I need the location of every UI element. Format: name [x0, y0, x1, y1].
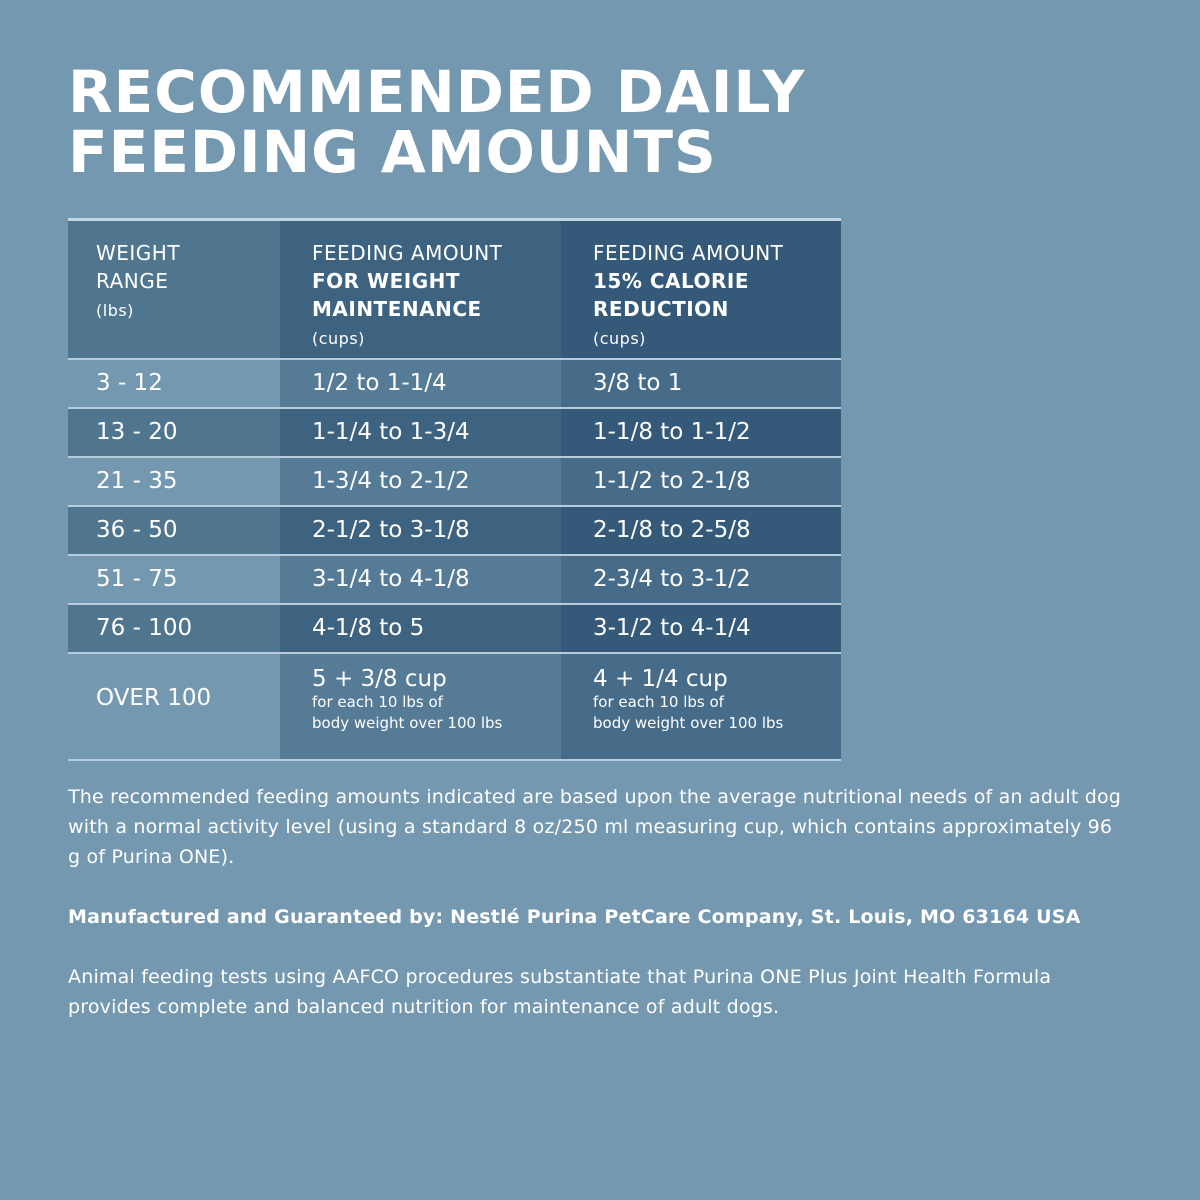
header-text: RANGE [96, 269, 169, 293]
notes: The recommended feeding amounts indicate… [68, 782, 1128, 1052]
reduction-cell: 3/8 to 1 [561, 360, 841, 407]
amount: 5 + 3/8 cup [312, 666, 447, 692]
maintenance-cell: 1/2 to 1-1/4 [280, 360, 561, 407]
header-bold: FOR WEIGHT [312, 269, 460, 293]
header-bold: MAINTENANCE [312, 297, 482, 321]
table-row: 21 - 35 1-3/4 to 2-1/2 1-1/2 to 2-1/8 [68, 458, 841, 507]
header-unit: (lbs) [96, 301, 134, 320]
table-row: 13 - 20 1-1/4 to 1-3/4 1-1/8 to 1-1/2 [68, 409, 841, 458]
aafco-note: Animal feeding tests using AAFCO procedu… [68, 966, 1052, 1018]
table-header: WEIGHT RANGE (lbs) FEEDING AMOUNT FOR WE… [68, 221, 841, 360]
table-row: 51 - 75 3-1/4 to 4-1/8 2-3/4 to 3-1/2 [68, 556, 841, 605]
table-row: 3 - 12 1/2 to 1-1/4 3/8 to 1 [68, 360, 841, 409]
header-maintenance: FEEDING AMOUNT FOR WEIGHT MAINTENANCE (c… [280, 221, 561, 358]
note: body weight over 100 lbs [312, 714, 503, 732]
table-row: OVER 100 5 + 3/8 cup for each 10 lbs of … [68, 654, 841, 761]
weight-cell: 51 - 75 [68, 556, 280, 603]
maintenance-cell: 1-1/4 to 1-3/4 [280, 409, 561, 456]
maintenance-cell: 2-1/2 to 3-1/8 [280, 507, 561, 554]
header-unit: (cups) [312, 329, 365, 348]
note: body weight over 100 lbs [593, 714, 784, 732]
reduction-cell: 3-1/2 to 4-1/4 [561, 605, 841, 652]
header-text: FEEDING AMOUNT [312, 241, 503, 265]
maintenance-cell: 1-3/4 to 2-1/2 [280, 458, 561, 505]
reduction-cell: 1-1/8 to 1-1/2 [561, 409, 841, 456]
maintenance-cell: 5 + 3/8 cup for each 10 lbs of body weig… [280, 654, 561, 759]
header-text: FEEDING AMOUNT [593, 241, 784, 265]
weight-cell: 3 - 12 [68, 360, 280, 407]
header-weight: WEIGHT RANGE (lbs) [68, 221, 280, 358]
note: for each 10 lbs of [593, 693, 724, 711]
weight-cell: 13 - 20 [68, 409, 280, 456]
maintenance-cell: 3-1/4 to 4-1/8 [280, 556, 561, 603]
maintenance-cell: 4-1/8 to 5 [280, 605, 561, 652]
header-reduction: FEEDING AMOUNT 15% CALORIE REDUCTION (cu… [561, 221, 841, 358]
header-text: WEIGHT [96, 241, 181, 265]
feeding-table: WEIGHT RANGE (lbs) FEEDING AMOUNT FOR WE… [68, 218, 841, 761]
page-title: RECOMMENDED DAILY FEEDING AMOUNTS [68, 62, 805, 182]
note: for each 10 lbs of [312, 693, 443, 711]
feeding-note: The recommended feeding amounts indicate… [68, 786, 1122, 868]
table-row: 76 - 100 4-1/8 to 5 3-1/2 to 4-1/4 [68, 605, 841, 654]
manufacturer-note: Manufactured and Guaranteed by: Nestlé P… [68, 906, 1081, 928]
header-bold: 15% CALORIE [593, 269, 750, 293]
title-line: FEEDING AMOUNTS [68, 118, 717, 186]
reduction-cell: 2-1/8 to 2-5/8 [561, 507, 841, 554]
weight-cell: OVER 100 [68, 654, 280, 759]
header-bold: REDUCTION [593, 297, 729, 321]
header-unit: (cups) [593, 329, 646, 348]
reduction-cell: 1-1/2 to 2-1/8 [561, 458, 841, 505]
reduction-cell: 4 + 1/4 cup for each 10 lbs of body weig… [561, 654, 841, 759]
weight-cell: 21 - 35 [68, 458, 280, 505]
amount: 4 + 1/4 cup [593, 666, 728, 692]
title-line: RECOMMENDED DAILY [68, 58, 806, 126]
weight-cell: 36 - 50 [68, 507, 280, 554]
weight-cell: 76 - 100 [68, 605, 280, 652]
reduction-cell: 2-3/4 to 3-1/2 [561, 556, 841, 603]
table-row: 36 - 50 2-1/2 to 3-1/8 2-1/8 to 2-5/8 [68, 507, 841, 556]
